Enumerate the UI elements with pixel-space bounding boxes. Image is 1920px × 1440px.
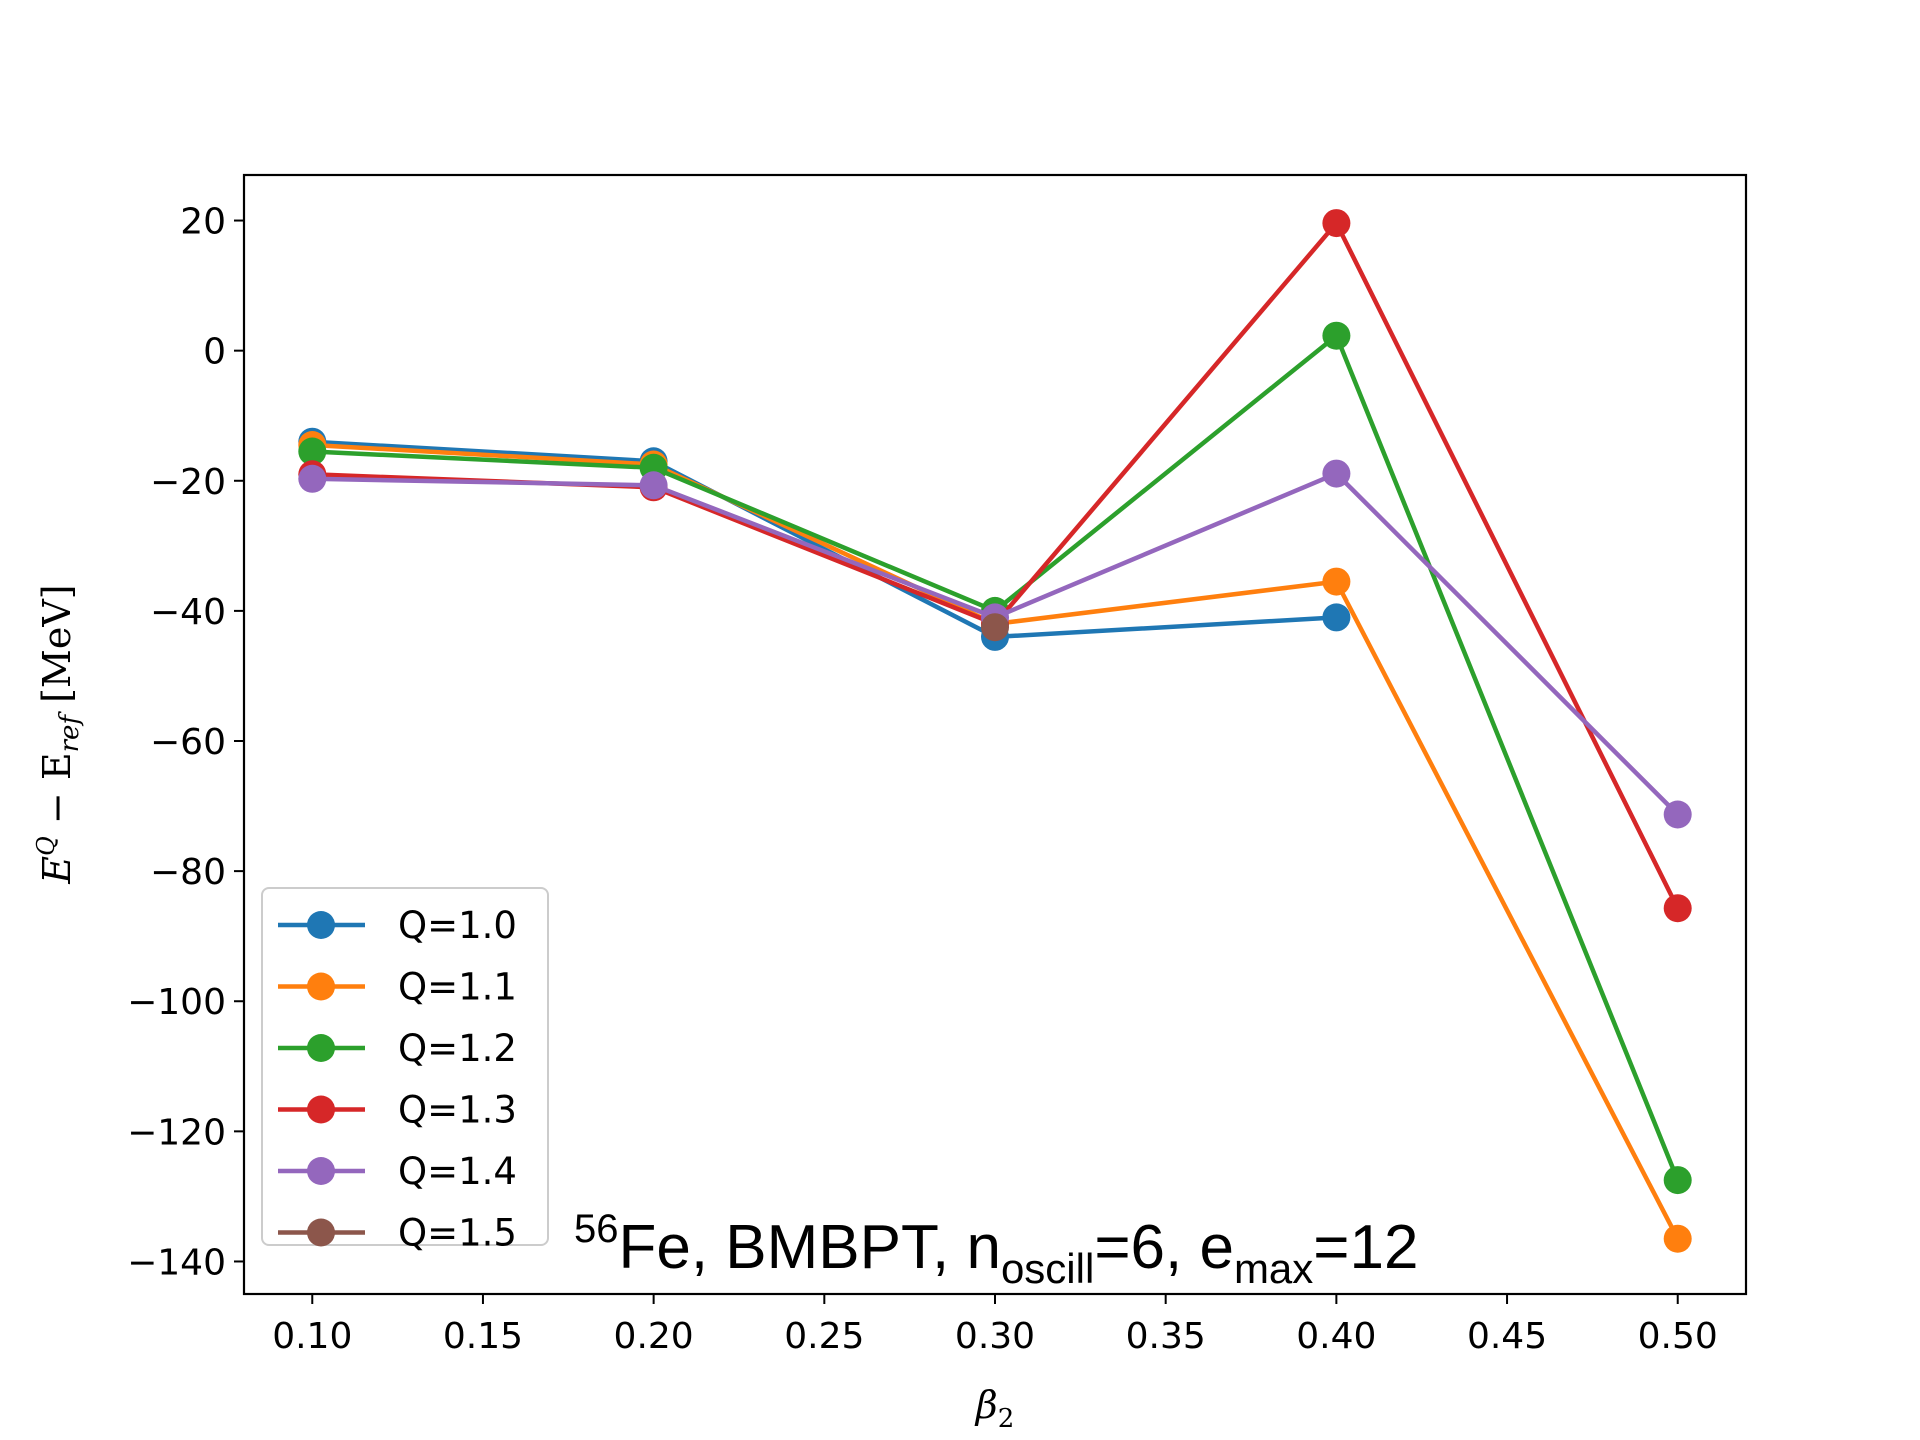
data-point [1663, 1166, 1692, 1195]
data-point [1663, 800, 1692, 829]
y-tick-label: 20 [180, 202, 226, 243]
x-tick-label: 0.50 [1638, 1316, 1718, 1357]
y-tick-label: −80 [150, 852, 226, 893]
data-point [1322, 567, 1351, 596]
legend-label: Q=1.3 [398, 1089, 517, 1132]
legend-item: Q=1.2 [278, 1027, 517, 1070]
legend-frame [261, 887, 549, 1246]
legend-swatch-marker [307, 972, 335, 1001]
legend-swatch-marker [307, 1157, 335, 1185]
legend-item: Q=1.0 [278, 904, 517, 947]
y-tick-label: 0 [203, 332, 226, 373]
legend-label: Q=1.4 [398, 1150, 517, 1193]
data-point [1322, 459, 1351, 488]
data-point [1663, 1224, 1692, 1253]
chart-annotation: 56Fe, BMBPT, noscill=6, emax=12 [574, 1207, 1418, 1292]
legend-items: Q=1.0 Q=1.1 Q=1.2 Q=1.3 Q=1.4 Q=1.5 [278, 904, 517, 1255]
legend-label: Q=1.5 [398, 1212, 517, 1255]
legend-swatch-marker [307, 1034, 335, 1062]
legend: Q=1.0 Q=1.1 Q=1.2 Q=1.3 Q=1.4 Q=1.5 [261, 887, 549, 1255]
data-point [981, 613, 1009, 642]
x-tick-label: 0.20 [614, 1316, 694, 1357]
y-tick-label: −100 [127, 982, 226, 1023]
x-tick-label: 0.10 [272, 1316, 352, 1357]
legend-label: Q=1.2 [398, 1027, 517, 1070]
legend-item: Q=1.3 [278, 1089, 517, 1132]
data-point [298, 464, 327, 493]
data-point [1322, 321, 1351, 350]
series-layer [298, 209, 1692, 1253]
legend-swatch-marker [307, 1095, 335, 1124]
data-point [1663, 894, 1692, 923]
y-tick-label: −60 [150, 722, 226, 763]
y-tick-label: −120 [127, 1112, 226, 1153]
y-axis-title: EQ − Eref [MeV] [32, 584, 85, 884]
y-tick-label: −40 [150, 592, 226, 633]
y-tick-label: −140 [127, 1242, 226, 1283]
data-point [1322, 209, 1351, 238]
x-axis-ticks: 0.10 0.15 0.20 0.25 0.30 0.35 0.40 0.45 0.50 [272, 1294, 1718, 1357]
data-point [639, 471, 668, 500]
x-tick-label: 0.25 [784, 1316, 864, 1357]
data-point [1322, 603, 1351, 632]
legend-label: Q=1.0 [398, 904, 517, 947]
x-axis-title: β2 [974, 1383, 1015, 1434]
legend-swatch-marker [307, 1218, 335, 1247]
x-tick-label: 0.35 [1126, 1316, 1206, 1357]
legend-label: Q=1.1 [398, 966, 517, 1009]
data-point [298, 437, 327, 466]
legend-item: Q=1.1 [278, 966, 517, 1009]
legend-item: Q=1.5 [278, 1212, 517, 1255]
x-tick-label: 0.40 [1296, 1316, 1376, 1357]
x-tick-label: 0.30 [955, 1316, 1035, 1357]
y-tick-label: −20 [150, 462, 226, 503]
y-axis-ticks: 20 0 −20 −40 −60 −80 −100 −120 −140 [127, 202, 244, 1283]
x-tick-label: 0.15 [443, 1316, 523, 1357]
legend-item: Q=1.4 [278, 1150, 517, 1193]
legend-swatch-marker [307, 911, 335, 939]
x-tick-label: 0.45 [1467, 1316, 1547, 1357]
series-Q=1.5 [981, 613, 1009, 642]
